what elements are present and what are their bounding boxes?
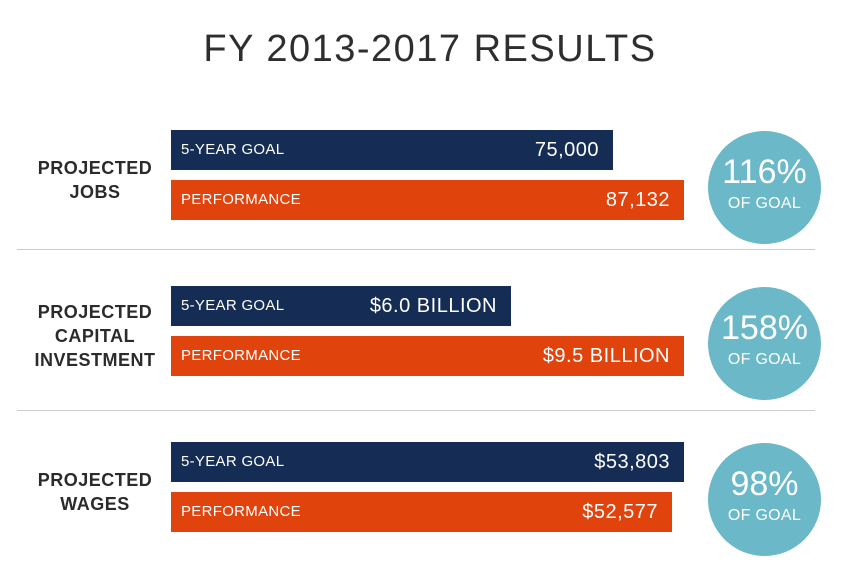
bar-series-label: PERFORMANCE <box>181 191 301 208</box>
percent-of-goal-badge: 98% OF GOAL <box>708 443 821 556</box>
bar-value-label: 75,000 <box>534 139 599 161</box>
percent-caption: OF GOAL <box>727 351 802 368</box>
bar-value-label: $6.0 BILLION <box>369 295 497 317</box>
metric-label: PROJECTED JOBS <box>20 156 170 204</box>
percent-caption: OF GOAL <box>727 195 802 212</box>
bar-value-label: 87,132 <box>605 189 670 211</box>
metric-label: PROJECTED CAPITAL INVESTMENT <box>20 300 170 372</box>
metric-label-line: PROJECTED <box>37 158 153 178</box>
percent-of-goal-badge: 116% OF GOAL <box>708 131 821 244</box>
bar-series-label: 5-YEAR GOAL <box>181 453 285 470</box>
goal-bar: 5-YEAR GOAL $53,803 <box>171 442 684 482</box>
bar-value-label: $53,803 <box>594 451 670 473</box>
bar-series-label: PERFORMANCE <box>181 503 301 520</box>
percent-value: 158% <box>721 309 808 347</box>
percent-value: 116% <box>722 153 807 191</box>
metric-label-line: PROJECTED <box>37 470 153 490</box>
metric-label: PROJECTED WAGES <box>20 468 170 516</box>
bar-value-label: $52,577 <box>582 501 658 523</box>
metric-label-line: INVESTMENT <box>34 350 156 370</box>
section-divider <box>17 249 815 250</box>
metric-label-line: JOBS <box>69 182 121 202</box>
percent-caption: OF GOAL <box>727 507 802 524</box>
bar-series-label: 5-YEAR GOAL <box>181 297 285 314</box>
bar-series-label: PERFORMANCE <box>181 347 301 364</box>
section-divider <box>17 410 815 411</box>
metric-row: PROJECTED WAGES 5-YEAR GOAL $53,803 PERFORMA… <box>0 422 860 562</box>
metric-row: PROJECTED JOBS 5-YEAR GOAL 75,000 PERFORMANC… <box>0 110 860 250</box>
percent-value: 98% <box>730 465 799 503</box>
performance-bar: PERFORMANCE $9.5 BILLION <box>171 336 684 376</box>
metric-label-line: CAPITAL <box>54 326 136 346</box>
bar-series-label: 5-YEAR GOAL <box>181 141 285 158</box>
goal-bar: 5-YEAR GOAL 75,000 <box>171 130 613 170</box>
bar-value-label: $9.5 BILLION <box>542 345 670 367</box>
chart-title: FY 2013-2017 RESULTS <box>203 28 657 70</box>
performance-bar: PERFORMANCE 87,132 <box>171 180 684 220</box>
metric-row: PROJECTED CAPITAL INVESTMENT 5-YEAR GOAL $6.… <box>0 266 860 406</box>
metric-label-line: PROJECTED <box>37 302 153 322</box>
performance-bar: PERFORMANCE $52,577 <box>171 492 672 532</box>
metric-label-line: WAGES <box>60 494 130 514</box>
percent-of-goal-badge: 158% OF GOAL <box>708 287 821 400</box>
goal-bar: 5-YEAR GOAL $6.0 BILLION <box>171 286 511 326</box>
